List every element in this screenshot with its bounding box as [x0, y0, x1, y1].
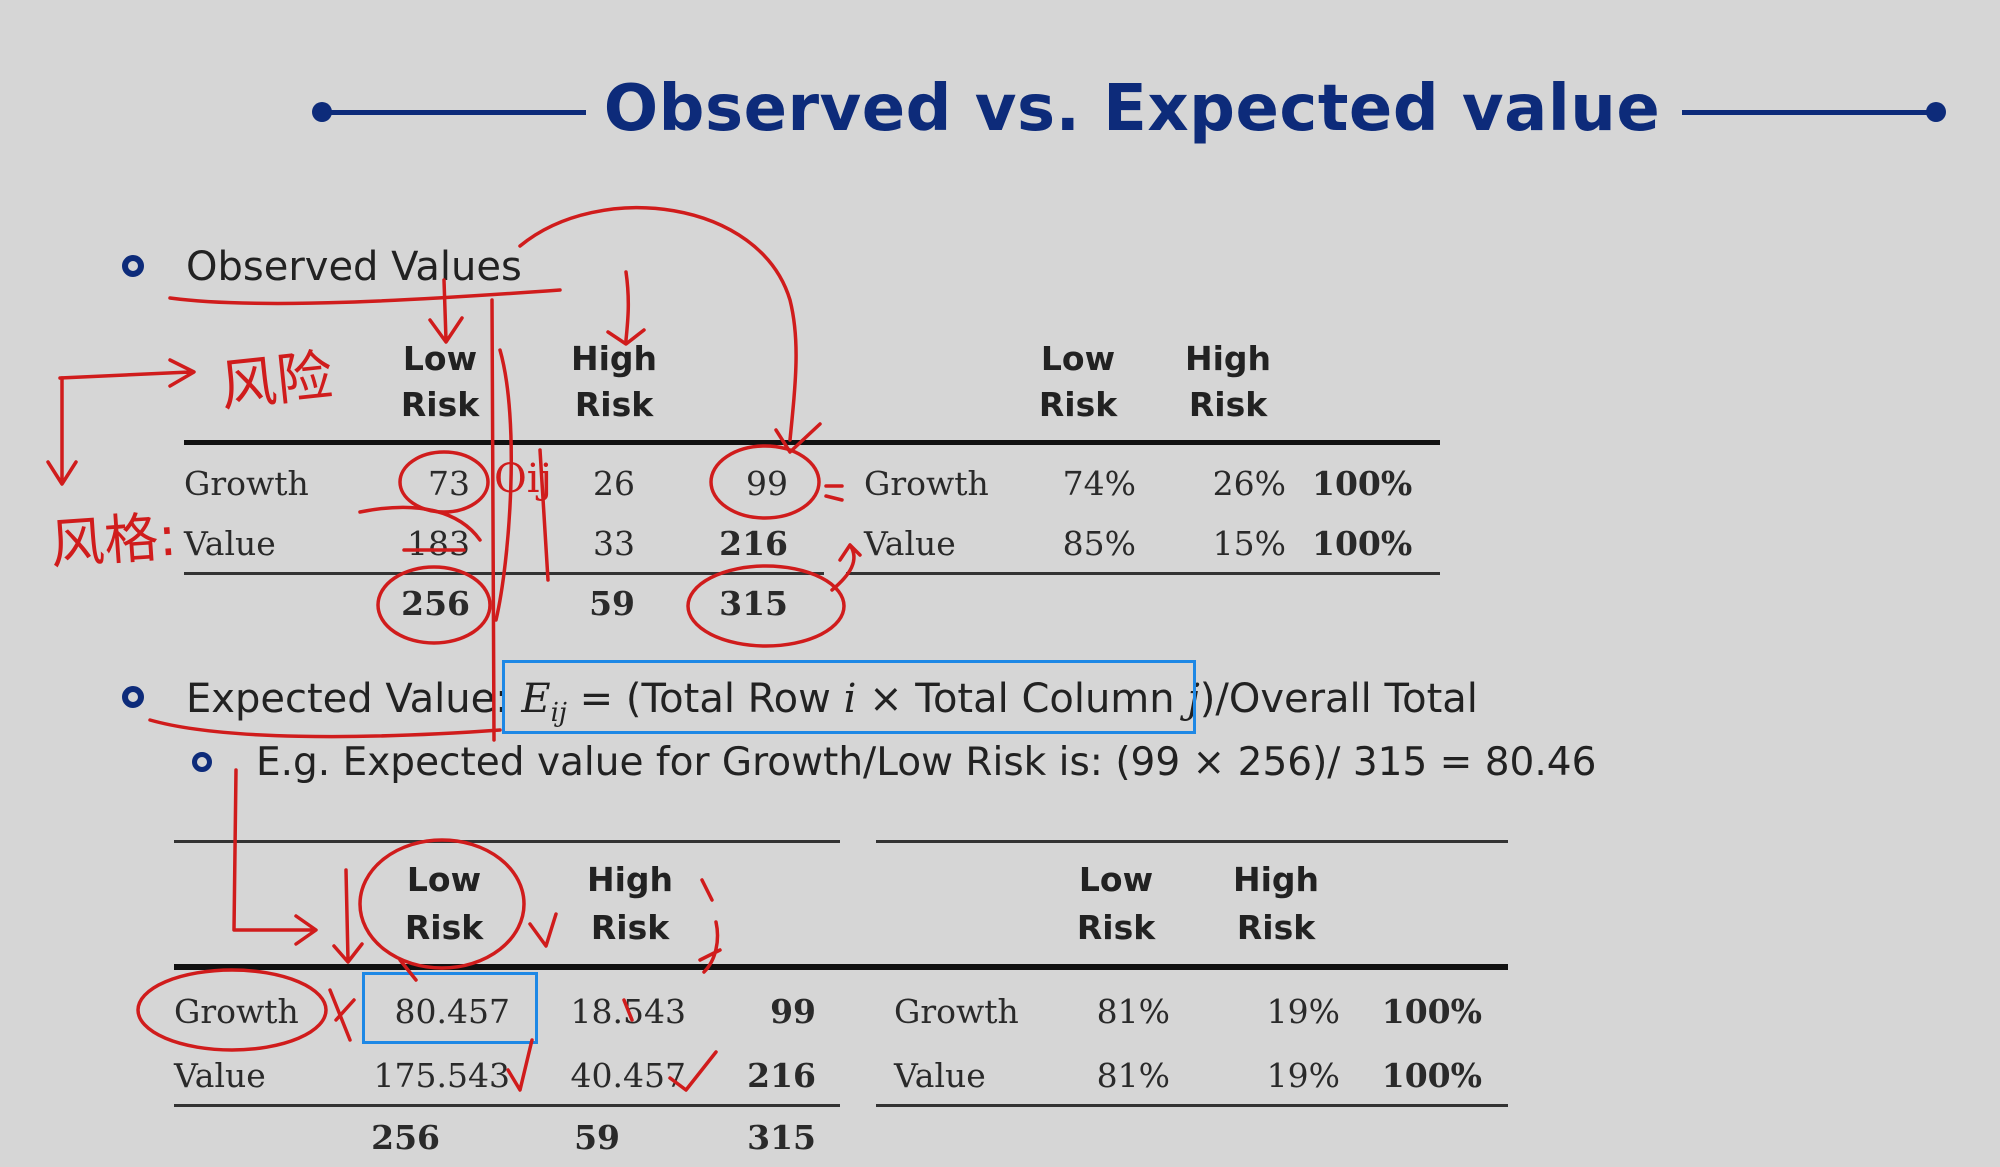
obs-row-label-value: Value: [184, 524, 276, 563]
title-rule-left: [322, 110, 586, 115]
obs-pct-row-label-growth: Growth: [864, 464, 989, 503]
obs-cell-growth-high: 26: [593, 464, 635, 503]
exp-table2-bottom-rule: [876, 1104, 1508, 1107]
expected-heading-label: Expected Value:: [186, 676, 509, 722]
exp-table2-top-rule: [876, 840, 1508, 843]
exp-pct-header-low: Low Risk: [1076, 860, 1156, 947]
exp-pct-value-high: 19%: [1266, 1056, 1340, 1095]
exp-table-header-rule: [174, 964, 1508, 970]
obs-pct-growth-high: 26%: [1212, 464, 1286, 503]
exp-pct-value-low: 81%: [1096, 1056, 1170, 1095]
obs-pct-value-low: 85%: [1062, 524, 1136, 563]
exp-pct-growth-high: 19%: [1266, 992, 1340, 1031]
exp-cell-value-total: 216: [747, 1056, 816, 1095]
obs-row-label-growth: Growth: [184, 464, 309, 503]
obs-total-low: 256: [401, 584, 470, 623]
expected-cell-highlight-box: [362, 972, 538, 1044]
obs-pct-header-low: Low Risk: [1038, 339, 1118, 424]
page-title: Observed vs. Expected value: [603, 72, 1661, 146]
exp-pct-header-high: High Risk: [1232, 860, 1320, 947]
exp-cell-value-low: 175.543: [373, 1056, 510, 1095]
obs-cell-value-total: 216: [719, 524, 788, 563]
exp-table1-bottom-rule: [174, 1104, 840, 1107]
obs-table-top-rule: [184, 440, 1440, 445]
obs-header-high: High Risk: [570, 339, 658, 424]
exp-total-overall: 315: [747, 1118, 816, 1157]
exp-total-high: 59: [574, 1118, 620, 1157]
obs-pct-value-high: 15%: [1212, 524, 1286, 563]
obs-table2-bottom-rule: [846, 572, 1440, 575]
title-rule-right: [1682, 110, 1938, 115]
expected-heading: Expected Value: Eij = (Total Row i × Tot…: [186, 676, 1478, 728]
exp-pct-value-total: 100%: [1381, 1056, 1482, 1095]
example-text: E.g. Expected value for Growth/Low Risk …: [256, 740, 1597, 785]
obs-total-overall: 315: [719, 584, 788, 623]
title-rule-right-dot: [1926, 102, 1946, 122]
bullet-icon: [122, 255, 144, 277]
obs-cell-value-high: 33: [593, 524, 635, 563]
exp-cell-value-high: 40.457: [570, 1056, 686, 1095]
bullet-icon: [122, 686, 144, 708]
exp-cell-growth-total: 99: [770, 992, 816, 1031]
observed-heading: Observed Values: [186, 244, 522, 290]
formula: Eij = (Total Row i × Total Column j)/Ove…: [521, 676, 1478, 728]
exp-pct-growth-low: 81%: [1096, 992, 1170, 1031]
exp-pct-row-label-value: Value: [894, 1056, 986, 1095]
obs-cell-value-low: 183: [407, 524, 470, 563]
exp-row-label-growth: Growth: [174, 992, 299, 1031]
exp-header-high: High Risk: [586, 860, 674, 947]
exp-header-low: Low Risk: [404, 860, 484, 947]
obs-pct-growth-low: 74%: [1062, 464, 1136, 503]
obs-cell-growth-low: 73: [428, 464, 470, 503]
exp-pct-row-label-growth: Growth: [894, 992, 1019, 1031]
exp-total-low: 256: [371, 1118, 440, 1157]
obs-pct-growth-total: 100%: [1312, 464, 1413, 503]
obs-pct-row-label-value: Value: [864, 524, 956, 563]
formula-highlight-box: [502, 660, 1196, 734]
obs-header-low: Low Risk: [400, 339, 480, 424]
obs-total-high: 59: [589, 584, 635, 623]
obs-pct-header-high: High Risk: [1184, 339, 1272, 424]
exp-row-label-value: Value: [174, 1056, 266, 1095]
obs-pct-value-total: 100%: [1312, 524, 1413, 563]
exp-pct-growth-total: 100%: [1381, 992, 1482, 1031]
exp-table1-top-rule: [174, 840, 840, 843]
exp-cell-growth-low: 80.457: [394, 992, 510, 1031]
obs-cell-growth-total: 99: [746, 464, 788, 503]
sub-bullet-icon: [192, 752, 212, 772]
